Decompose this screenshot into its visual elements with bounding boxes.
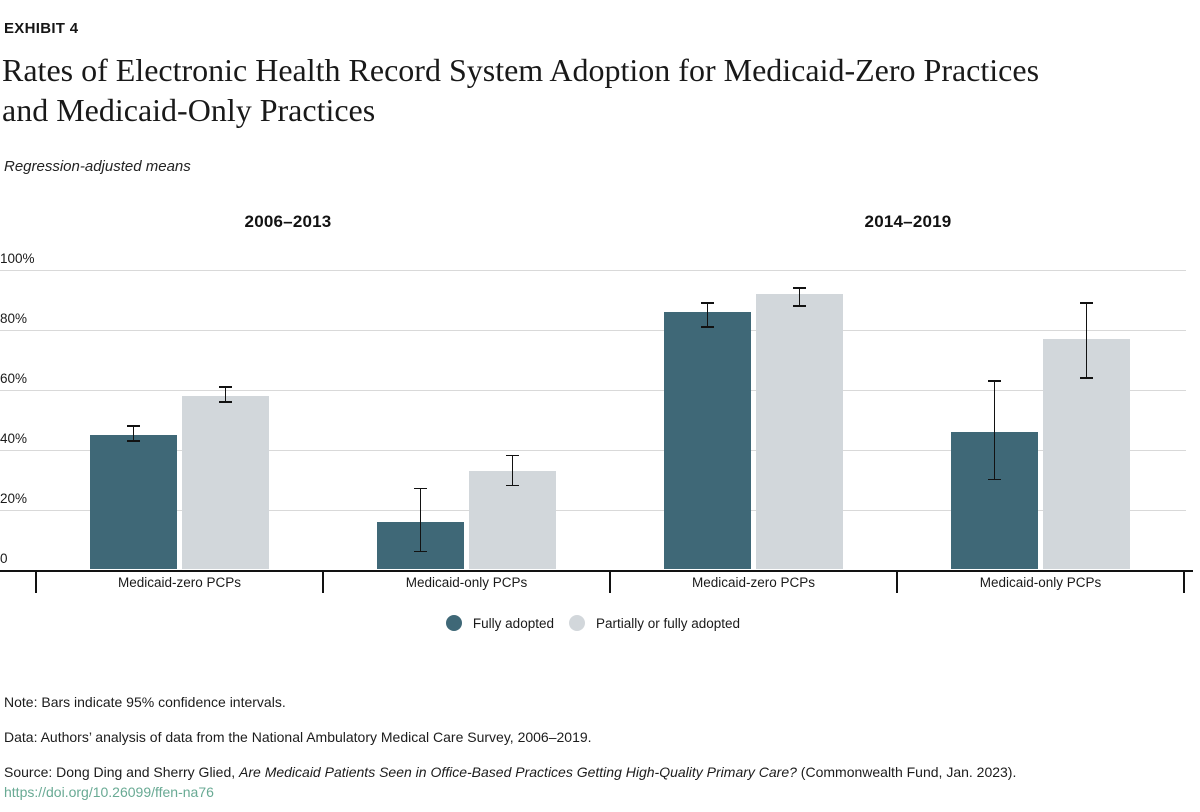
error-bar-cap xyxy=(414,487,427,490)
error-bar-line xyxy=(1085,303,1088,378)
bar-partially-or-fully-adopted xyxy=(756,294,843,570)
source-text: Source: Dong Ding and Sherry Glied, Are … xyxy=(4,764,1016,781)
error-bar-cap xyxy=(506,454,519,457)
x-category-label: Medicaid-only PCPs xyxy=(405,574,528,590)
error-bar-cap xyxy=(793,287,806,289)
note-text: Note: Bars indicate 95% confidence inter… xyxy=(4,694,286,710)
title-line-1: Rates of Electronic Health Record System… xyxy=(2,52,1040,88)
y-axis-label: 80% xyxy=(0,310,28,326)
error-bar-cap xyxy=(506,484,519,487)
source-title-italic: Are Medicaid Patients Seen in Office-Bas… xyxy=(239,764,797,780)
error-bar-line xyxy=(224,386,227,402)
chart-subtitle: Regression-adjusted means xyxy=(4,158,191,175)
axis-tick xyxy=(896,571,898,593)
error-bar-cap xyxy=(1080,302,1093,304)
x-axis-line xyxy=(0,569,1193,572)
error-bar-line xyxy=(706,303,709,327)
axis-tick xyxy=(1183,571,1185,593)
error-bar-cap xyxy=(219,386,232,388)
error-bar-cap xyxy=(793,305,806,307)
source-prefix: Source: Dong Ding and Sherry Glied, xyxy=(4,764,240,780)
doi-link[interactable]: https://doi.org/10.26099/ffen-na76 xyxy=(4,784,214,800)
legend-item-partially-adopted: Partially or fully adopted xyxy=(568,615,741,631)
y-axis-label: 40% xyxy=(0,430,28,446)
bar-partially-or-fully-adopted xyxy=(469,470,556,570)
axis-tick xyxy=(322,571,324,593)
error-bar-cap xyxy=(701,326,714,328)
chart-legend: Fully adopted Partially or fully adopted xyxy=(0,615,1186,631)
x-category-label: Medicaid-zero PCPs xyxy=(691,574,816,590)
legend-label-partially-adopted: Partially or fully adopted xyxy=(595,615,741,631)
gridline xyxy=(0,329,1186,331)
bar-fully-adopted xyxy=(664,312,751,570)
legend-swatch-fully-adopted-icon xyxy=(445,615,462,631)
panel-label-2014-2019: 2014–2019 xyxy=(864,212,952,231)
error-bar-cap xyxy=(127,425,140,427)
axis-tick xyxy=(35,571,37,593)
panel-label-2006-2013: 2006–2013 xyxy=(244,212,332,231)
error-bar-line xyxy=(511,455,514,486)
y-axis-label: 100% xyxy=(0,251,35,267)
gridline xyxy=(0,509,1186,511)
error-bar-cap xyxy=(988,380,1001,382)
x-category-label: Medicaid-zero PCPs xyxy=(117,574,242,590)
gridline xyxy=(0,449,1186,451)
title-line-2: and Medicaid-Only Practices xyxy=(2,92,376,128)
error-bar-cap xyxy=(414,550,427,553)
y-axis-label: 20% xyxy=(0,490,28,506)
y-axis-label: 60% xyxy=(0,370,28,386)
y-axis-label: 0 xyxy=(0,550,8,566)
axis-tick xyxy=(609,571,611,593)
x-category-label: Medicaid-only PCPs xyxy=(979,574,1102,590)
error-bar-cap xyxy=(1080,377,1093,379)
source-suffix: (Commonwealth Fund, Jan. 2023). xyxy=(796,764,1017,780)
bar-fully-adopted xyxy=(90,434,177,570)
error-bar-line xyxy=(798,288,801,307)
data-text: Data: Authors’ analysis of data from the… xyxy=(4,729,592,745)
legend-label-fully-adopted: Fully adopted xyxy=(472,615,554,631)
error-bar-cap xyxy=(219,401,232,403)
error-bar-cap xyxy=(988,478,1001,481)
error-bar-cap xyxy=(127,440,140,442)
legend-swatch-partially-adopted-icon xyxy=(568,615,585,631)
error-bar-line xyxy=(132,425,135,441)
gridline xyxy=(0,389,1186,391)
bar-partially-or-fully-adopted xyxy=(182,395,269,570)
error-bar-line xyxy=(419,488,422,552)
error-bar-line xyxy=(993,380,996,480)
exhibit-label: EXHIBIT 4 xyxy=(4,20,79,37)
legend-item-fully-adopted: Fully adopted xyxy=(445,615,554,631)
gridline xyxy=(0,270,1186,272)
error-bar-cap xyxy=(701,302,714,304)
page-title: Rates of Electronic Health Record System… xyxy=(2,50,1039,130)
